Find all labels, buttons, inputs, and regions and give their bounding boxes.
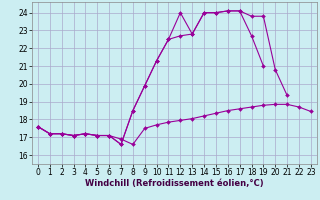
X-axis label: Windchill (Refroidissement éolien,°C): Windchill (Refroidissement éolien,°C) — [85, 179, 264, 188]
